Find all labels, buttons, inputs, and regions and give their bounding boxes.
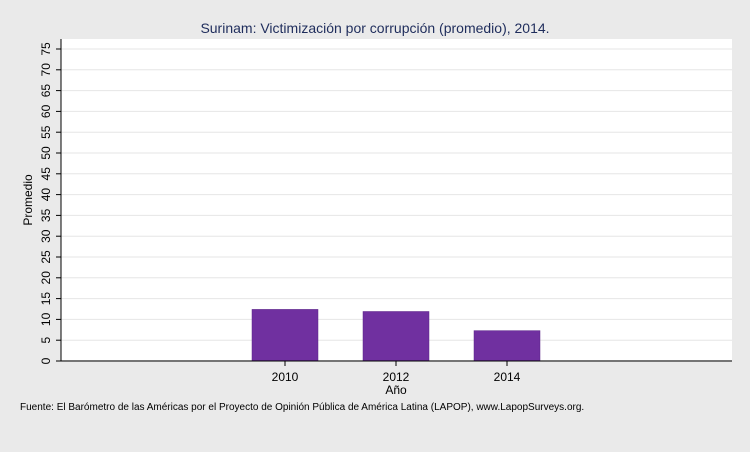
- plot-area: [61, 39, 732, 360]
- x-axis-label: Año: [385, 383, 407, 397]
- y-tick-label: 75: [39, 42, 53, 56]
- x-tick-label: 2012: [383, 370, 410, 384]
- bar-2010: [251, 309, 319, 362]
- x-tick-label: 2014: [494, 370, 521, 384]
- y-tick-label: 70: [39, 63, 53, 77]
- y-tick-label: 55: [39, 125, 53, 139]
- x-tick-label: 2010: [272, 370, 299, 384]
- source-note: Fuente: El Barómetro de las Américas por…: [20, 402, 584, 413]
- y-tick-label: 60: [39, 104, 53, 118]
- y-tick-label: 0: [39, 357, 53, 364]
- bar-2014: [473, 330, 541, 362]
- gridlines: [61, 48, 732, 341]
- y-tick-label: 25: [39, 250, 53, 264]
- y-tick-label: 10: [39, 312, 53, 326]
- y-tick-label: 45: [39, 167, 53, 181]
- y-tick-label: 35: [39, 208, 53, 222]
- y-tick-label: 5: [39, 337, 53, 344]
- y-tick-label: 20: [39, 271, 53, 285]
- bar-2012: [362, 311, 430, 362]
- y-tick-label: 40: [39, 188, 53, 202]
- y-tick-label: 50: [39, 146, 53, 160]
- y-ticks: 0 5 10 15 20 25 30 35 40 45 50 55 60 65 70 75: [39, 42, 61, 364]
- bars: [251, 309, 541, 362]
- y-tick-label: 65: [39, 84, 53, 98]
- y-tick-label: 15: [39, 292, 53, 306]
- y-tick-label: 30: [39, 229, 53, 243]
- y-axis-label: Promedio: [21, 174, 35, 226]
- chart-title: Surinam: Victimización por corrupción (p…: [200, 20, 549, 36]
- x-ticks: 2010 2012 2014: [272, 361, 521, 384]
